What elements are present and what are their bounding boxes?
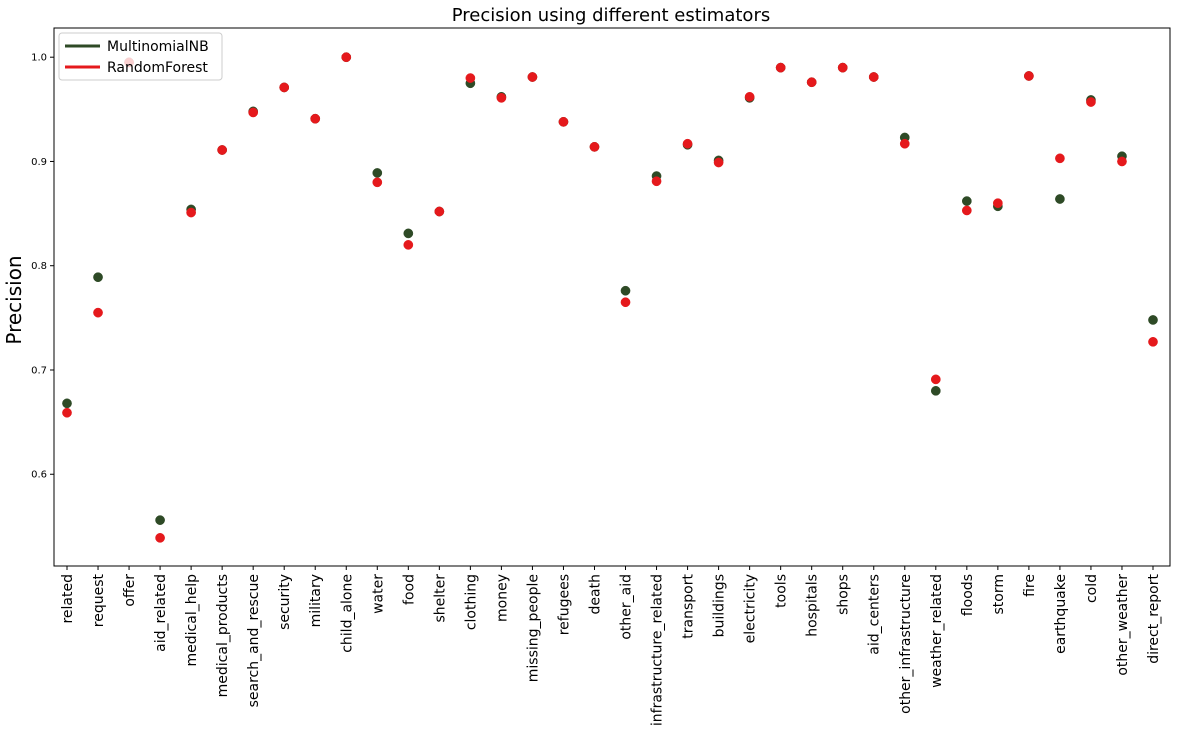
x-tick-label: shelter: [432, 574, 448, 623]
data-point: [620, 297, 631, 308]
data-point: [651, 176, 662, 187]
x-tick-label: hospitals: [805, 574, 821, 637]
data-point: [775, 62, 786, 73]
data-point: [713, 157, 724, 168]
x-tick-label: floods: [960, 574, 976, 616]
data-point: [465, 73, 476, 83]
x-tick-label: offer: [122, 574, 138, 607]
x-tick-label: transport: [681, 574, 697, 639]
data-point: [403, 240, 414, 250]
x-tick-label: clothing: [463, 574, 479, 630]
y-tick-label: 0.8: [31, 261, 47, 272]
x-tick-label: electricity: [743, 574, 759, 643]
data-point: [372, 177, 383, 188]
x-tick-label: search_and_rescue: [246, 574, 262, 707]
x-tick-label: aid_related: [153, 574, 169, 652]
data-point: [1117, 156, 1127, 167]
x-tick-label: infrastructure_related: [650, 574, 666, 726]
data-point: [682, 138, 693, 149]
plot-frame: [53, 27, 1171, 567]
data-point: [62, 407, 72, 418]
x-tick-label: food: [401, 574, 417, 605]
data-point: [93, 272, 103, 283]
data-point: [155, 515, 165, 525]
x-tick-label: other_aid: [619, 574, 635, 640]
x-tick-label: other_infrastructure: [898, 574, 914, 714]
x-tick-label: fire: [1022, 574, 1038, 597]
x-tick-label: other_weather: [1115, 574, 1131, 676]
data-point: [341, 52, 352, 63]
x-tick-label: military: [308, 574, 324, 627]
data-point: [1024, 71, 1034, 81]
x-tick-label: earthquake: [1053, 574, 1069, 654]
x-tick-label: money: [494, 574, 510, 622]
data-point: [1086, 97, 1096, 107]
x-tick-label: medical_products: [215, 574, 231, 697]
data-point: [1148, 315, 1158, 325]
data-point: [961, 196, 972, 206]
data-point: [993, 198, 1003, 209]
x-tick-label: death: [587, 574, 603, 614]
x-tick-label: shops: [836, 574, 852, 615]
x-tick-label: cold: [1084, 574, 1100, 603]
data-point: [744, 91, 755, 102]
y-axis-label: Precision: [2, 255, 26, 344]
data-point: [930, 374, 941, 385]
data-point: [620, 285, 631, 296]
data-point: [1148, 336, 1158, 347]
y-tick-label: 0.9: [31, 157, 47, 168]
x-tick-label: missing_people: [525, 574, 541, 682]
x-tick-label: security: [277, 574, 293, 630]
legend-label: RandomForest: [107, 60, 208, 76]
y-tick-label: 0.6: [31, 470, 47, 481]
data-point: [1055, 194, 1065, 204]
data-point: [558, 116, 569, 127]
x-tick-label: weather_related: [929, 574, 945, 688]
y-tick-label: 1.0: [31, 53, 47, 64]
data-point: [62, 398, 72, 409]
data-point: [310, 113, 321, 124]
x-tick-label: child_alone: [339, 574, 355, 653]
data-point: [434, 206, 445, 217]
data-point: [837, 62, 848, 73]
x-tick-label: aid_centers: [867, 574, 883, 655]
data-point: [930, 385, 941, 396]
data-point: [961, 205, 972, 216]
x-tick-label: related: [60, 574, 76, 624]
data-point: [93, 307, 103, 318]
data-point: [279, 82, 290, 93]
x-tick-label: storm: [991, 574, 1007, 615]
x-tick-label: direct_report: [1146, 574, 1162, 664]
series-randomforest: [62, 52, 1158, 543]
x-tick-label: tools: [774, 574, 790, 608]
data-point: [217, 145, 227, 155]
x-tick-label: water: [370, 574, 386, 614]
data-point: [403, 228, 414, 239]
x-tick-label: buildings: [712, 574, 728, 637]
chart-title: Precision using different estimators: [452, 5, 770, 26]
legend-label: MultinomialNB: [107, 39, 209, 55]
data-point: [868, 72, 879, 82]
x-tick-label: refugees: [556, 574, 572, 635]
data-point: [806, 77, 817, 88]
legend: MultinomialNB RandomForest: [58, 32, 223, 81]
data-point: [899, 138, 910, 149]
points-layer: [62, 52, 1158, 543]
data-point: [372, 168, 383, 178]
y-tick-label: 0.7: [31, 365, 47, 376]
x-tick-label: medical_help: [184, 574, 200, 667]
data-point: [155, 532, 165, 543]
series-multinomialnb: [62, 52, 1158, 525]
x-tick-label: request: [91, 573, 107, 627]
data-point: [527, 72, 538, 82]
data-point: [248, 107, 259, 118]
data-point: [186, 207, 196, 218]
data-point: [589, 142, 600, 152]
data-point: [1055, 153, 1065, 164]
data-point: [496, 93, 507, 103]
axes-layer: 0.6 0.7 0.8 0.9 1.0 related request offer aid_re…: [31, 27, 1171, 726]
